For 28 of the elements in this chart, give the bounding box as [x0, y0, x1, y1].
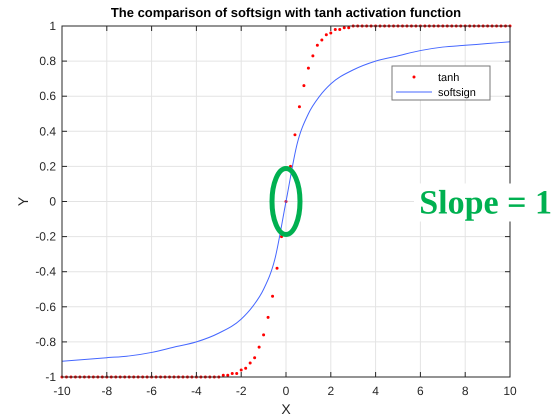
y-tick-label: 0.2	[39, 159, 56, 174]
y-tick-label: 0.8	[39, 54, 56, 68]
annotation: Slope = 1	[419, 184, 552, 222]
y-axis-title: Y	[15, 196, 31, 206]
y-tick-label: -1	[45, 370, 56, 384]
x-tick-label: -8	[101, 384, 112, 398]
y-tick-label: -0.2	[35, 230, 56, 244]
x-tick-label: 6	[417, 384, 424, 398]
x-tick-label: -6	[146, 384, 158, 398]
y-tick-label: 0.6	[39, 89, 56, 104]
x-tick-label: 2	[327, 384, 334, 398]
legend-label: softsign	[438, 87, 476, 99]
x-tick-label: 4	[372, 384, 380, 398]
y-tick-label: -0.4	[35, 264, 56, 279]
x-tick-label: 0	[282, 384, 290, 398]
y-tick-label: -0.6	[35, 300, 56, 314]
y-tick-label: 0	[49, 194, 56, 208]
y-tick-label: -0.8	[35, 334, 56, 349]
x-axis-title: X	[281, 401, 292, 417]
y-tick-label: 0.4	[39, 124, 56, 138]
x-tick-label: 10	[503, 384, 517, 398]
chart-title: The comparison of softsign with tanh activation function	[110, 5, 462, 20]
x-tick-label: -4	[191, 384, 202, 398]
x-tick-label: -2	[236, 384, 247, 398]
legend-label: tanh	[438, 72, 460, 84]
y-tick-label: 1	[49, 19, 56, 33]
x-tick-label: 8	[462, 384, 469, 398]
x-tick-label: -10	[53, 384, 71, 398]
